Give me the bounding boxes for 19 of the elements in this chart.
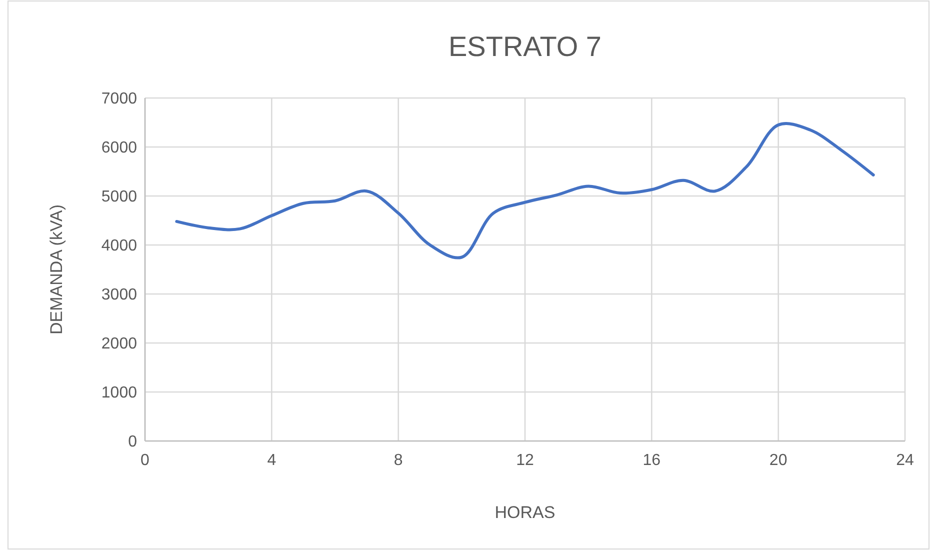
x-tick-label: 4 (267, 452, 276, 469)
line-series (175, 122, 875, 260)
x-tick-label: 12 (516, 452, 534, 469)
y-axis-title: DEMANDA (kVA) (47, 204, 66, 335)
y-tick-label: 3000 (101, 286, 138, 304)
y-tick-label: 5000 (101, 188, 138, 206)
y-tick-label: 7000 (101, 90, 138, 108)
x-tick-label: 20 (769, 452, 788, 469)
chart-title: ESTRATO 7 (448, 31, 602, 62)
x-tick-label: 0 (140, 452, 150, 469)
y-tick-label: 2000 (101, 336, 138, 353)
y-tick-label: 1000 (101, 384, 138, 402)
x-tick-label: 16 (642, 452, 661, 469)
x-tick-label: 24 (896, 452, 914, 469)
x-axis-title: HORAS (494, 503, 556, 522)
x-tick-label: 8 (394, 452, 403, 469)
y-tick-label: 0 (128, 434, 138, 451)
y-tick-label: 4000 (101, 238, 138, 255)
y-tick-label: 6000 (101, 140, 138, 157)
